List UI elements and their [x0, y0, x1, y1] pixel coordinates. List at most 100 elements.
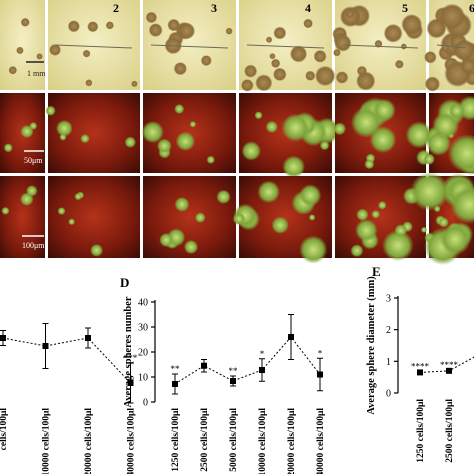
- trend-line: [174, 336, 321, 385]
- sphere: [424, 51, 437, 64]
- sphere: [90, 243, 104, 257]
- panel-label: D: [120, 275, 129, 290]
- significance-label: *: [260, 349, 265, 359]
- x-tick-label: 10000 cells/100μl: [258, 408, 268, 474]
- sphere: [8, 66, 18, 75]
- sphere: [461, 58, 474, 74]
- sphere: [257, 180, 281, 204]
- micrograph: [48, 176, 140, 258]
- sphere: [74, 192, 82, 201]
- micrograph: [0, 176, 45, 258]
- y-tick-label: 0: [386, 389, 391, 400]
- sphere: [334, 34, 352, 52]
- sphere: [410, 172, 450, 211]
- data-point: [127, 380, 134, 386]
- sphere: [314, 65, 336, 87]
- sphere: [131, 80, 138, 88]
- sphere: [439, 223, 471, 255]
- x-tick-label: 20000 cells/100μl: [287, 408, 297, 474]
- sphere: [57, 207, 66, 215]
- data-point: [417, 369, 423, 376]
- data-point: [230, 378, 236, 384]
- sphere: [49, 43, 62, 56]
- sphere: [148, 23, 163, 38]
- y-tick-label: 10: [138, 373, 148, 384]
- sphere: [424, 76, 441, 92]
- sphere: [26, 185, 38, 197]
- sphere: [450, 185, 474, 224]
- x-tick-label: 20000 cells/100μl: [84, 408, 94, 474]
- sphere: [141, 121, 164, 144]
- grid-scale: [55, 44, 133, 49]
- significance-label: ****: [440, 360, 459, 370]
- sphere: [175, 131, 196, 151]
- micrograph: [0, 0, 45, 90]
- sphere: [225, 27, 233, 35]
- sphere: [394, 59, 404, 69]
- sphere: [364, 159, 375, 170]
- y-axis-label: Average spheres number: [123, 296, 134, 407]
- sphere: [355, 219, 378, 242]
- sphere: [206, 155, 215, 164]
- trend-line: [2, 337, 131, 384]
- charts: cells/100μl 10000 cells/100μl 20000 cells/…: [0, 264, 474, 474]
- sphere: [156, 138, 172, 154]
- sphere: [45, 105, 56, 116]
- sphere: [273, 67, 287, 82]
- y-axis-label: Average sphere diameter (mm): [366, 276, 377, 415]
- sphere: [68, 218, 75, 226]
- sphere: [183, 239, 199, 255]
- data-point: [446, 367, 452, 374]
- sphere: [299, 184, 322, 207]
- scale-bar-label: 1 mm: [27, 69, 46, 78]
- x-tick-label: 40000 cells/100μl: [127, 408, 137, 474]
- sphere: [82, 49, 91, 58]
- sphere: [333, 122, 347, 136]
- column-label: 4: [305, 1, 311, 15]
- sphere: [319, 140, 330, 151]
- sphere: [59, 133, 67, 141]
- data-point: [288, 334, 294, 340]
- sphere: [36, 53, 43, 60]
- sphere: [173, 62, 187, 76]
- scale-bar-label: 50μm: [24, 156, 43, 165]
- sphere: [189, 121, 197, 128]
- significance-label: **: [171, 364, 181, 374]
- sphere: [85, 79, 93, 87]
- sphere: [382, 229, 414, 262]
- sphere: [438, 217, 449, 228]
- sphere: [244, 64, 258, 78]
- sphere: [87, 21, 99, 33]
- sphere: [372, 98, 396, 122]
- sphere: [20, 17, 30, 27]
- sphere: [439, 3, 466, 30]
- sphere: [124, 136, 136, 148]
- column-label: 6: [469, 1, 474, 15]
- sphere: [56, 119, 73, 137]
- sphere: [345, 9, 355, 19]
- sphere: [270, 58, 281, 68]
- sphere: [20, 124, 34, 139]
- grid-scale: [436, 44, 467, 49]
- significance-label: ****: [411, 361, 430, 371]
- sphere: [265, 36, 273, 43]
- sphere: [178, 22, 196, 40]
- y-tick-label: 1: [386, 357, 391, 368]
- significance-label: **: [229, 366, 239, 376]
- sphere: [420, 226, 428, 233]
- sphere: [254, 111, 263, 120]
- sphere: [1, 206, 10, 215]
- sphere: [271, 216, 289, 234]
- sphere: [447, 134, 474, 173]
- y-tick-label: 2: [386, 325, 391, 336]
- x-tick-label: 5000 cells/100μl: [229, 408, 239, 472]
- sphere: [273, 26, 287, 40]
- scale-bar-label: 100μm: [22, 241, 45, 250]
- sphere: [174, 196, 190, 212]
- data-point: [201, 362, 207, 369]
- column-label: 3: [211, 1, 217, 15]
- sphere: [289, 45, 308, 63]
- x-tick-label: 1250 cells/100μl: [171, 408, 181, 472]
- data-point: [259, 367, 265, 373]
- x-tick-label: 40000 cells/100μl: [316, 408, 326, 474]
